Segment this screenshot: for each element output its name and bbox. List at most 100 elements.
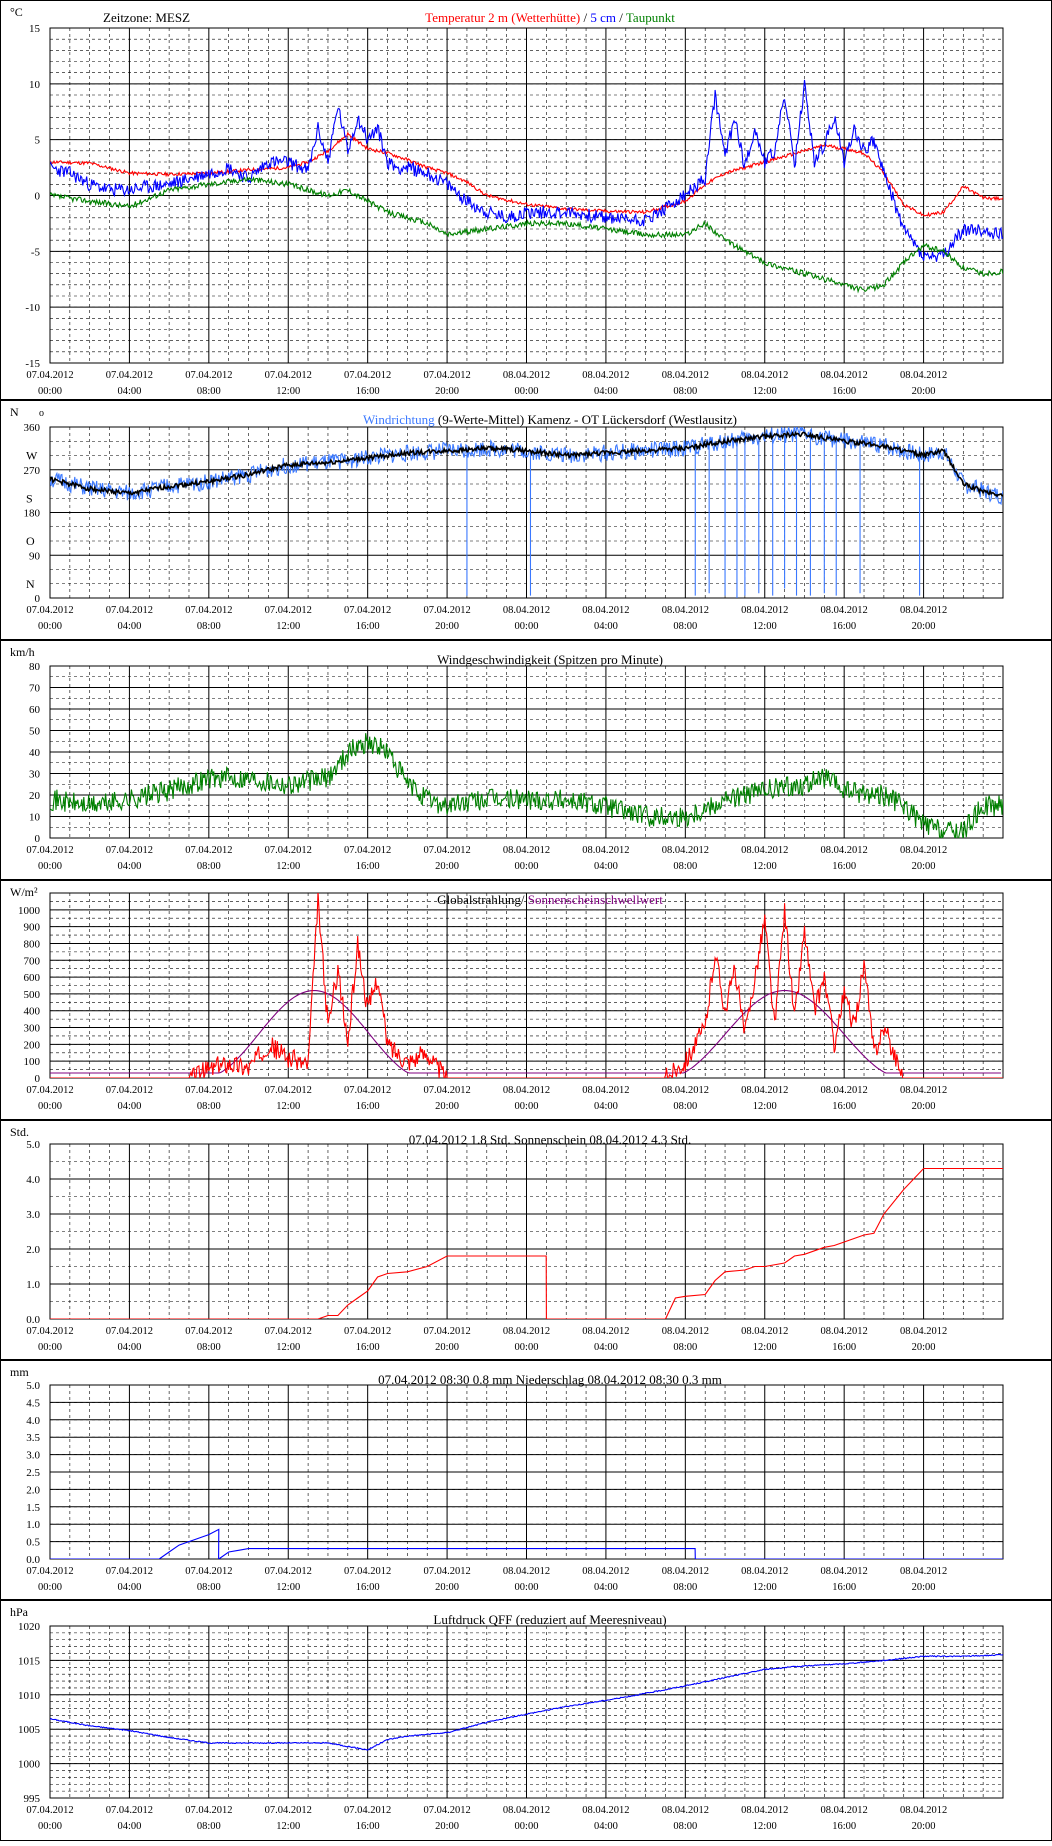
x-tick-date: 08.04.2012 [662,1085,709,1096]
chart-title-part: Globalstrahlung/ [437,892,528,907]
x-tick-date: 08.04.2012 [503,845,550,856]
x-tick-time: 08:00 [197,1582,221,1593]
y-tick-label: 50 [29,726,41,738]
x-tick-date: 08.04.2012 [821,370,868,381]
x-tick-date: 07.04.2012 [106,1326,153,1337]
chart-title-part: (9-Werte-Mittel) [435,412,525,427]
x-tick-time: 04:00 [594,386,618,397]
x-tick-date: 07.04.2012 [106,605,153,616]
x-tick-date: 07.04.2012 [185,1805,232,1816]
x-tick-time: 04:00 [117,1101,141,1112]
chart-title-part: Windrichtung [363,412,435,427]
x-tick-date: 08.04.2012 [582,1566,629,1577]
compass-label: W [26,449,38,463]
unit-label: hPa [10,1605,29,1619]
unit-label: Std. [10,1125,29,1139]
y-tick-label: 0.0 [26,1554,40,1566]
x-tick-date: 08.04.2012 [741,1805,788,1816]
x-tick-time: 00:00 [38,1582,62,1593]
series-line-0 [50,1528,1003,1559]
x-tick-date: 07.04.2012 [423,1326,470,1337]
x-tick-date: 07.04.2012 [423,1566,470,1577]
chart-title-part: 08.04.2012 08:30 0.3 mm [584,1372,722,1387]
x-tick-time: 16:00 [356,386,380,397]
y-tick-label: 1000 [18,1759,41,1771]
x-tick-time: 00:00 [38,1342,62,1353]
x-tick-time: 04:00 [594,1342,618,1353]
x-tick-time: 00:00 [515,1582,539,1593]
y-tick-label: 2.5 [26,1467,40,1479]
x-tick-date: 08.04.2012 [821,1805,868,1816]
y-tick-label: 2.0 [26,1484,40,1496]
x-tick-time: 00:00 [38,386,62,397]
y-tick-label: 4.5 [26,1397,40,1409]
x-tick-time: 08:00 [197,1342,221,1353]
x-tick-time: 00:00 [38,621,62,632]
series-line-0 [50,427,1003,506]
series-line-1 [50,893,1003,1078]
x-tick-time: 20:00 [435,861,459,872]
y-tick-label: 2.0 [26,1244,40,1256]
y-tick-label: 4.0 [26,1415,40,1427]
y-tick-label: 1010 [18,1690,41,1702]
x-tick-date: 07.04.2012 [106,845,153,856]
x-tick-time: 08:00 [197,1101,221,1112]
y-tick-label: 10 [29,79,41,91]
x-tick-time: 20:00 [912,1101,936,1112]
y-tick-label: 1000 [18,905,41,917]
timezone-label: Zeitzone: MESZ [103,10,190,25]
y-tick-label: 20 [29,790,41,802]
x-tick-time: 00:00 [38,1101,62,1112]
x-tick-date: 07.04.2012 [265,1805,312,1816]
y-tick-label: 3.5 [26,1432,40,1444]
x-tick-date: 07.04.2012 [344,845,391,856]
plot-frame [49,426,1004,599]
y-tick-label: -5 [31,246,41,258]
x-tick-time: 08:00 [673,1342,697,1353]
x-tick-time: 00:00 [515,1342,539,1353]
x-tick-date: 07.04.2012 [185,605,232,616]
plot-frame [49,1143,1004,1320]
y-tick-label: 1015 [18,1655,41,1667]
y-tick-label: 0 [35,833,41,845]
x-tick-date: 07.04.2012 [423,845,470,856]
x-tick-date: 07.04.2012 [344,370,391,381]
chart-title-part: / [580,10,590,25]
y-tick-label: 4.0 [26,1174,40,1186]
chart-title-part: Niederschlag [516,1372,585,1387]
x-tick-date: 07.04.2012 [423,1805,470,1816]
x-tick-time: 20:00 [912,1342,936,1353]
x-tick-time: 16:00 [356,621,380,632]
x-tick-time: 04:00 [117,621,141,632]
x-tick-date: 08.04.2012 [662,1326,709,1337]
y-tick-label: 600 [24,972,41,984]
x-tick-date: 07.04.2012 [344,1805,391,1816]
chart-title-part: Kamenz - OT Lückersdorf (Westlausitz) [524,412,737,427]
series-line-0 [50,733,1003,838]
y-tick-label: 300 [24,1023,41,1035]
x-tick-date: 08.04.2012 [503,605,550,616]
x-tick-time: 20:00 [912,386,936,397]
chart-title-part: Sonnenscheinschwellwert [528,892,663,907]
chart-title-part: 08.04.2012 4.3 Std. [586,1132,691,1147]
x-tick-date: 08.04.2012 [741,845,788,856]
x-tick-time: 16:00 [356,1821,380,1832]
y-tick-label: 800 [24,938,41,950]
x-tick-date: 07.04.2012 [265,1566,312,1577]
chart-title: Globalstrahlung/ Sonnenscheinschwellwert [437,892,663,907]
x-tick-date: 08.04.2012 [821,605,868,616]
y-tick-label: 1005 [18,1724,41,1736]
chart-title-part: 07.04.2012 08:30 0.8 mm [378,1372,516,1387]
panel-temp: 15 10 5 0 -5 -10 -15 °C Zeitzone: MESZ Temperatur… [0,0,1052,400]
x-tick-time: 16:00 [832,1582,856,1593]
x-tick-date: 07.04.2012 [185,370,232,381]
y-tick-label: 0.0 [26,1314,40,1326]
x-tick-time: 12:00 [276,1821,300,1832]
x-tick-time: 12:00 [753,1101,777,1112]
x-tick-date: 08.04.2012 [503,370,550,381]
y-tick-label: 10 [29,812,41,824]
x-tick-time: 12:00 [276,861,300,872]
x-tick-date: 08.04.2012 [900,370,947,381]
chart-title-part: Taupunkt [626,10,675,25]
